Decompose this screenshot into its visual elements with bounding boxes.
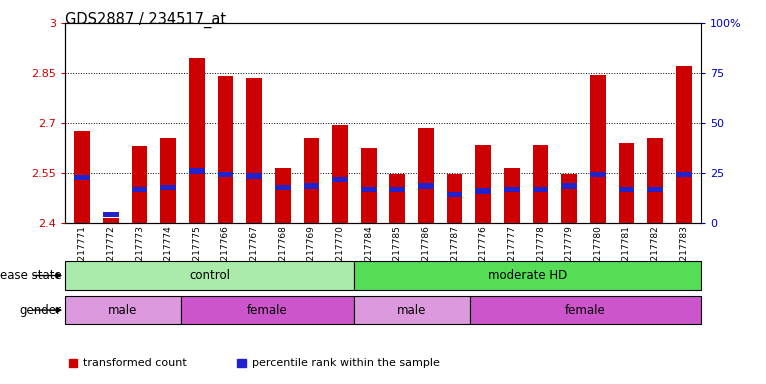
- Bar: [590, 74, 606, 223]
- Bar: [275, 185, 290, 190]
- Bar: [103, 218, 119, 223]
- Bar: [160, 138, 176, 223]
- Bar: [132, 187, 147, 192]
- Bar: [504, 187, 520, 192]
- Bar: [275, 168, 290, 223]
- Bar: [303, 138, 319, 223]
- Bar: [354, 296, 470, 324]
- Bar: [332, 124, 348, 223]
- Bar: [132, 146, 147, 223]
- Bar: [590, 172, 606, 177]
- Bar: [418, 128, 434, 223]
- Text: percentile rank within the sample: percentile rank within the sample: [252, 358, 440, 368]
- Bar: [189, 58, 205, 223]
- Bar: [218, 172, 234, 177]
- Bar: [303, 184, 319, 189]
- Bar: [476, 189, 491, 194]
- Text: transformed count: transformed count: [83, 358, 187, 368]
- Bar: [561, 184, 577, 189]
- Bar: [361, 187, 377, 192]
- Bar: [676, 172, 692, 177]
- Text: male: male: [108, 304, 138, 316]
- Bar: [418, 184, 434, 189]
- Text: control: control: [189, 269, 230, 282]
- Bar: [103, 212, 119, 217]
- Bar: [619, 187, 634, 192]
- Bar: [246, 174, 262, 179]
- Bar: [332, 177, 348, 182]
- Bar: [389, 174, 405, 223]
- Bar: [532, 144, 548, 223]
- Bar: [65, 261, 354, 290]
- Bar: [354, 261, 701, 290]
- Text: GDS2887 / 234517_at: GDS2887 / 234517_at: [65, 12, 226, 28]
- Bar: [160, 185, 176, 190]
- Bar: [676, 66, 692, 223]
- Bar: [504, 168, 520, 223]
- Bar: [619, 143, 634, 223]
- Bar: [647, 138, 663, 223]
- Bar: [361, 148, 377, 223]
- Bar: [246, 78, 262, 223]
- Bar: [470, 296, 701, 324]
- Bar: [189, 169, 205, 174]
- Bar: [476, 144, 491, 223]
- Bar: [447, 192, 463, 197]
- Text: disease state: disease state: [0, 269, 61, 282]
- Bar: [74, 175, 90, 180]
- Text: female: female: [247, 304, 288, 316]
- Bar: [532, 187, 548, 192]
- Bar: [218, 76, 234, 223]
- Bar: [181, 296, 354, 324]
- Bar: [389, 187, 405, 192]
- Text: gender: gender: [19, 304, 61, 316]
- Text: female: female: [565, 304, 606, 316]
- Bar: [561, 174, 577, 223]
- Bar: [447, 174, 463, 223]
- Bar: [647, 187, 663, 192]
- Bar: [74, 131, 90, 223]
- Bar: [65, 296, 181, 324]
- Text: moderate HD: moderate HD: [488, 269, 567, 282]
- Text: male: male: [398, 304, 427, 316]
